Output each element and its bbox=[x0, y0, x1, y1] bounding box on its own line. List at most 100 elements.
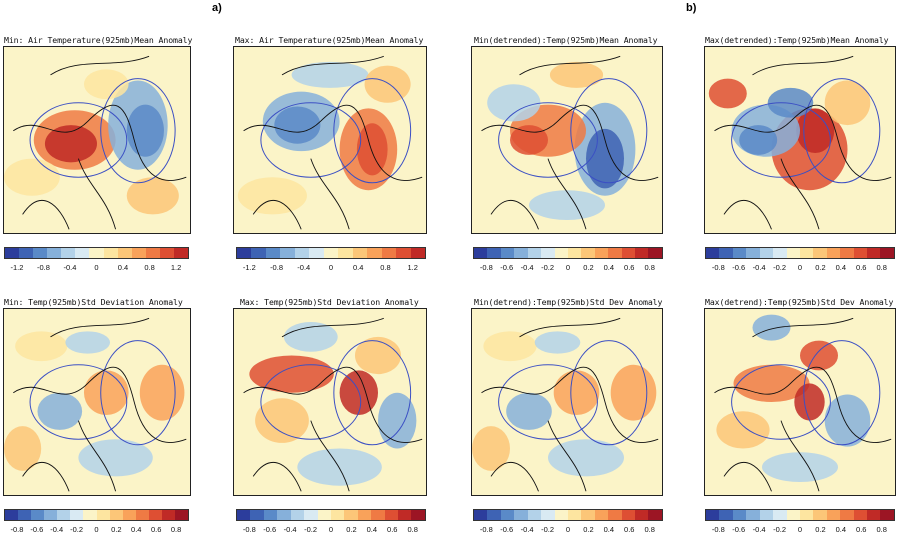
significance-contour bbox=[731, 102, 831, 178]
colorbar-tick-label: 0.4 bbox=[603, 263, 615, 272]
colorbar-tick-label: 0 bbox=[328, 525, 334, 534]
colorbar-swatch bbox=[131, 248, 146, 258]
anomaly-blob bbox=[708, 78, 747, 109]
panel-1-title: Min: Air Temperature(925mb)Mean Anomaly bbox=[4, 35, 193, 45]
colorbar-tick-label: 0 bbox=[797, 263, 803, 272]
anomaly-blob bbox=[824, 80, 871, 126]
colorbar-tick-label: -0.4 bbox=[520, 525, 534, 534]
colorbar-swatch bbox=[411, 510, 425, 520]
colorbar-swatch bbox=[759, 248, 774, 258]
anomaly-blob bbox=[126, 104, 164, 157]
colorbar-swatch bbox=[594, 510, 609, 520]
colorbar-swatch bbox=[581, 248, 595, 258]
colorbar-tick-label: -0.8 bbox=[711, 525, 725, 534]
anomaly-blob bbox=[126, 177, 179, 215]
colorbar-tick-label: -0.8 bbox=[36, 263, 50, 272]
colorbar-swatch bbox=[554, 248, 568, 258]
panel-6-colorbar bbox=[236, 509, 426, 521]
colorbar-swatch bbox=[608, 248, 622, 258]
colorbar-tick-label: 0.4 bbox=[835, 525, 847, 534]
colorbar-swatch bbox=[621, 510, 636, 520]
anomaly-blob bbox=[767, 87, 814, 118]
colorbar-swatch bbox=[853, 510, 868, 520]
anomaly-blob bbox=[237, 177, 307, 215]
colorbar-swatch bbox=[487, 248, 501, 258]
colorbar-swatch bbox=[263, 510, 278, 520]
colorbar-swatch bbox=[487, 510, 501, 520]
anomaly-blob bbox=[716, 411, 770, 449]
colorbar-swatch bbox=[410, 248, 426, 258]
colorbar-swatch bbox=[567, 248, 582, 258]
colorbar-swatch bbox=[304, 510, 318, 520]
colorbar-swatch bbox=[18, 510, 32, 520]
colorbar-tick-label: -0.6 bbox=[30, 525, 44, 534]
panel-5-map bbox=[3, 308, 191, 496]
colorbar-swatch bbox=[135, 510, 149, 520]
colorbar-swatch bbox=[19, 248, 34, 258]
panel-4-tick-labels: -0.8 -0.6 -0.4 -0.2 0 0.2 0.4 0.6 0.8 bbox=[705, 263, 895, 273]
panel-1-tick-labels: -1.2 -0.8 -0.4 0 0.4 0.8 1.2 bbox=[4, 263, 189, 273]
colorbar-tick-label: 0.6 bbox=[856, 525, 867, 534]
panel-7-title: Min(detrend):Temp(925mb)Std Dev Anomaly bbox=[474, 297, 663, 307]
colorbar-swatch bbox=[581, 510, 595, 520]
colorbar-tick-label: 0.6 bbox=[150, 525, 162, 534]
colorbar-swatch bbox=[398, 510, 412, 520]
panel-5-title: Min: Temp(925mb)Std Deviation Anomaly bbox=[4, 297, 183, 307]
colorbar-tick-label: 0.6 bbox=[624, 525, 635, 534]
colorbar-swatch bbox=[474, 248, 488, 258]
panel-2-tick-labels: -1.2 -0.8 -0.4 0 0.4 0.8 1.2 bbox=[236, 263, 426, 273]
anomaly-blob bbox=[739, 125, 778, 155]
colorbar-tick-label: -0.2 bbox=[773, 525, 787, 534]
coastline bbox=[13, 55, 187, 230]
colorbar-swatch bbox=[867, 510, 881, 520]
panel-1-colorbar bbox=[4, 247, 189, 259]
anomaly-blob bbox=[83, 370, 129, 416]
colorbar-tick-label: 0.8 bbox=[380, 263, 391, 272]
colorbar-tick-label: 0.2 bbox=[583, 263, 594, 272]
colorbar-tick-label: -1.2 bbox=[10, 263, 24, 272]
significance-contour bbox=[498, 102, 598, 178]
panel-3-map bbox=[471, 46, 663, 234]
panel-4-colorbar bbox=[705, 247, 895, 259]
colorbar-tick-label: 0.6 bbox=[387, 525, 398, 534]
colorbar-swatch bbox=[330, 510, 345, 520]
colorbar-swatch bbox=[47, 248, 62, 258]
panel-7-map bbox=[471, 308, 663, 496]
panel-8-colorbar bbox=[705, 509, 895, 521]
coastline bbox=[243, 55, 423, 230]
significance-contour bbox=[803, 340, 881, 446]
colorbar-swatch bbox=[706, 248, 720, 258]
colorbar-swatch bbox=[117, 248, 132, 258]
colorbar-tick-label: 0.4 bbox=[366, 525, 378, 534]
colorbar-swatch bbox=[159, 248, 174, 258]
panel-2-map bbox=[233, 46, 427, 234]
anomaly-blob bbox=[487, 84, 541, 122]
colorbar-tick-label: 0.8 bbox=[876, 263, 887, 272]
colorbar-tick-label: 0.4 bbox=[353, 263, 364, 272]
anomaly-blob bbox=[483, 331, 537, 362]
colorbar-swatch bbox=[323, 248, 339, 258]
colorbar-swatch bbox=[344, 510, 358, 520]
colorbar-swatch bbox=[500, 510, 515, 520]
colorbar-swatch bbox=[148, 510, 162, 520]
colorbar-swatch bbox=[719, 248, 733, 258]
colorbar-swatch bbox=[594, 248, 609, 258]
anomaly-blob bbox=[4, 426, 42, 471]
colorbar-swatch bbox=[5, 248, 20, 258]
colorbar-swatch bbox=[514, 510, 528, 520]
colorbar-swatch bbox=[122, 510, 136, 520]
colorbar-tick-label: -0.4 bbox=[50, 525, 64, 534]
colorbar-tick-label: -0.2 bbox=[304, 525, 318, 534]
colorbar-swatch bbox=[826, 248, 841, 258]
colorbar-tick-label: 0 bbox=[797, 525, 803, 534]
colorbar-tick-label: -1.2 bbox=[242, 263, 256, 272]
panel-3-tick-labels: -0.8 -0.6 -0.4 -0.2 0 0.2 0.4 0.6 0.8 bbox=[473, 263, 663, 273]
colorbar-swatch bbox=[70, 510, 84, 520]
colorbar-tick-label: -0.6 bbox=[732, 263, 746, 272]
panel-3-colorbar bbox=[473, 247, 663, 259]
colorbar-swatch bbox=[732, 510, 747, 520]
colorbar-tick-label: 0.2 bbox=[815, 263, 826, 272]
anomaly-blob bbox=[65, 331, 111, 354]
coastline bbox=[714, 55, 892, 230]
colorbar-swatch bbox=[250, 510, 264, 520]
